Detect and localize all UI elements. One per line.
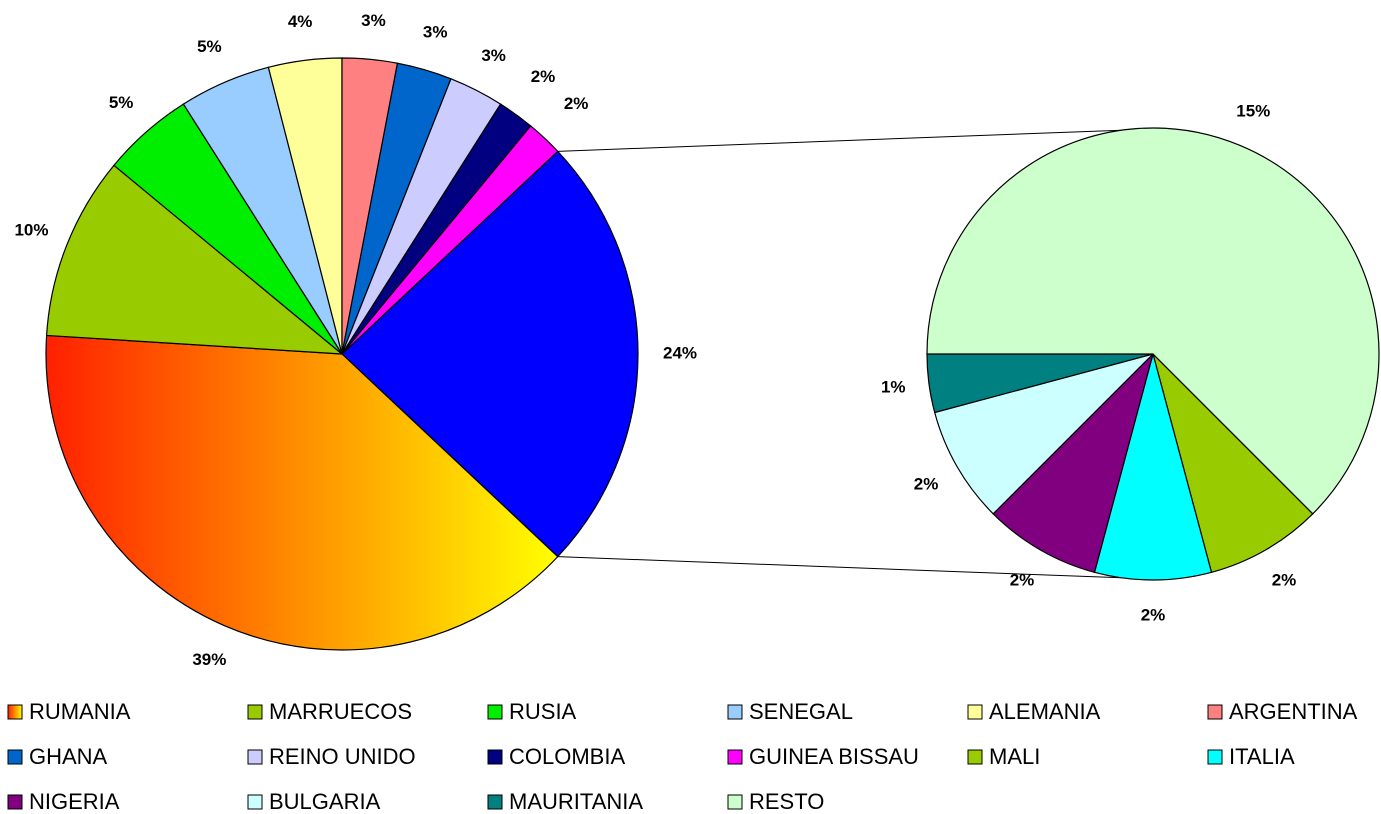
legend-label: ALEMANIA [989, 699, 1101, 724]
legend-label: REINO UNIDO [269, 744, 416, 769]
pie-slice [933, 352, 1156, 515]
legend-swatch [727, 794, 743, 810]
slice-label: 2% [1272, 570, 1297, 589]
legend-label: MAURITANIA [509, 789, 643, 814]
pie-slice [992, 351, 1155, 574]
legend-label: RUMANIA [29, 699, 131, 724]
slice-label: 2% [531, 67, 556, 86]
slice-label: 39% [192, 650, 226, 669]
legend-label: MALI [989, 744, 1040, 769]
legend-swatch [247, 749, 263, 765]
legend-label: RUSIA [509, 699, 577, 724]
legend-label: NIGERIA [29, 789, 120, 814]
pie-slice [926, 127, 1380, 515]
legend-swatch [967, 704, 983, 720]
connector-line [557, 129, 1122, 152]
slice-label: 15% [1236, 101, 1270, 120]
legend-swatch [487, 704, 503, 720]
legend-swatch [7, 704, 23, 720]
legend-swatch [7, 749, 23, 765]
slice-label: 3% [423, 23, 448, 42]
pie-slice [1151, 351, 1314, 574]
legend-swatch [727, 749, 743, 765]
pie-slice [45, 164, 344, 355]
legend-swatch [727, 704, 743, 720]
legend-swatch [247, 704, 263, 720]
slice-label: 5% [109, 93, 134, 112]
legend-swatch [247, 794, 263, 810]
legend-swatch [1207, 749, 1223, 765]
legend-label: SENEGAL [749, 699, 853, 724]
legend-swatch [487, 794, 503, 810]
slice-label: 2% [564, 94, 589, 113]
pie-slice [45, 334, 559, 651]
legend-swatch [1207, 704, 1223, 720]
legend-swatch [7, 794, 23, 810]
slice-label: 5% [197, 37, 222, 56]
legend-label: GUINEA BISSAU [749, 744, 919, 769]
connector-line [557, 556, 1122, 579]
pie-slice [341, 125, 559, 355]
slice-label: 1% [881, 378, 906, 397]
slice-label: 3% [361, 11, 386, 30]
legend-label: ARGENTINA [1229, 699, 1358, 724]
slice-label: 2% [1010, 570, 1035, 589]
legend-label: GHANA [29, 744, 108, 769]
slice-label: 2% [1141, 605, 1166, 624]
slice-label: 2% [914, 474, 939, 493]
legend-label: ITALIA [1229, 744, 1295, 769]
slice-label: 24% [663, 343, 697, 362]
slice-label: 3% [481, 46, 506, 65]
pie-slice [1093, 351, 1213, 581]
pie-slice [341, 150, 639, 558]
legend-swatch [967, 749, 983, 765]
legend-label: MARRUECOS [269, 699, 412, 724]
slice-label: 4% [288, 12, 313, 31]
legend-label: BULGARIA [269, 789, 381, 814]
slice-label: 10% [14, 221, 48, 240]
legend-label: RESTO [749, 789, 824, 814]
legend-swatch [487, 749, 503, 765]
legend-label: COLOMBIA [509, 744, 625, 769]
